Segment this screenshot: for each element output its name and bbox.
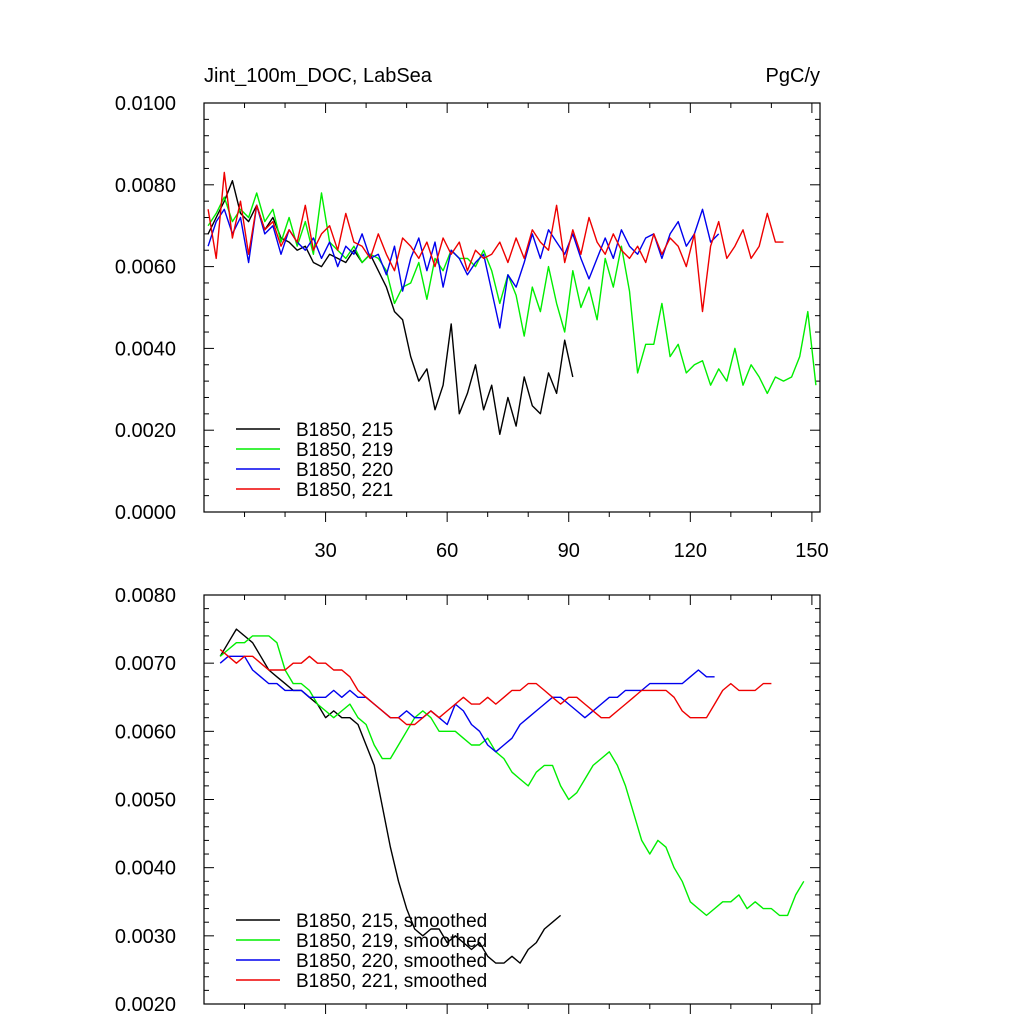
top-chart-title: Jint_100m_DOC, LabSea <box>204 65 433 87</box>
bottom-series-line-0 <box>219 628 562 964</box>
bottom-ticks: 0.0020 0.0030 0.0040 0.0050 0.0060 0.0070 0.00… <box>115 585 820 1016</box>
top-x-tick-label: 120 <box>674 540 707 562</box>
bottom-legend-label-1: B1850, 219, smoothed <box>296 931 487 952</box>
top-legend-label-1: B1850, 219 <box>296 440 393 461</box>
top-y-tick-label: 0.0000 <box>115 502 176 524</box>
top-series-line-2 <box>207 204 720 329</box>
top-y-tick-label: 0.0040 <box>115 338 176 360</box>
top-legend-label-2: B1850, 220 <box>296 460 393 481</box>
bottom-legend-label-2: B1850, 220, smoothed <box>296 951 487 972</box>
top-plot-frame <box>203 102 821 513</box>
top-y-tick-label: 0.0060 <box>115 257 176 279</box>
bottom-legend-label-0: B1850, 215, smoothed <box>296 911 487 932</box>
top-y-tick-label: 0.0080 <box>115 175 176 197</box>
top-y-tick-label: 0.0020 <box>115 420 176 442</box>
bottom-y-tick-label: 0.0040 <box>115 858 176 880</box>
top-legend-label-0: B1850, 215 <box>296 420 393 441</box>
top-series-line-3 <box>207 171 784 313</box>
top-panel: Jint_100m_DOC, LabSea PgC/y 0.0000 0.0020… <box>115 65 829 562</box>
bottom-series-line-1 <box>219 635 805 917</box>
top-x-tick-label: 30 <box>314 540 336 562</box>
bottom-legend-label-3: B1850, 221, smoothed <box>296 971 487 992</box>
bottom-y-tick-label: 0.0030 <box>115 926 176 948</box>
bottom-panel: 0.0020 0.0030 0.0040 0.0050 0.0060 0.0070 0.00… <box>115 585 821 1016</box>
top-series-line-0 <box>207 179 574 435</box>
top-y-tick-label: 0.0100 <box>115 93 176 115</box>
bottom-y-tick-label: 0.0060 <box>115 721 176 743</box>
bottom-series-line-2 <box>219 655 715 753</box>
top-series-lines <box>207 171 817 435</box>
bottom-y-tick-label: 0.0020 <box>115 994 176 1016</box>
top-x-tick-label: 60 <box>436 540 458 562</box>
bottom-series-lines <box>219 628 805 964</box>
bottom-y-tick-label: 0.0070 <box>115 653 176 675</box>
bottom-series-line-3 <box>219 648 772 726</box>
top-x-tick-label: 150 <box>795 540 828 562</box>
top-series-line-1 <box>207 192 817 395</box>
top-legend-label-3: B1850, 221 <box>296 480 393 501</box>
top-ticks: 0.0000 0.0020 0.0040 0.0060 0.0080 0.0100 30 60… <box>115 93 829 562</box>
top-x-tick-label: 90 <box>558 540 580 562</box>
top-chart-units: PgC/y <box>766 65 820 87</box>
bottom-y-tick-label: 0.0080 <box>115 585 176 607</box>
bottom-y-tick-label: 0.0050 <box>115 790 176 812</box>
